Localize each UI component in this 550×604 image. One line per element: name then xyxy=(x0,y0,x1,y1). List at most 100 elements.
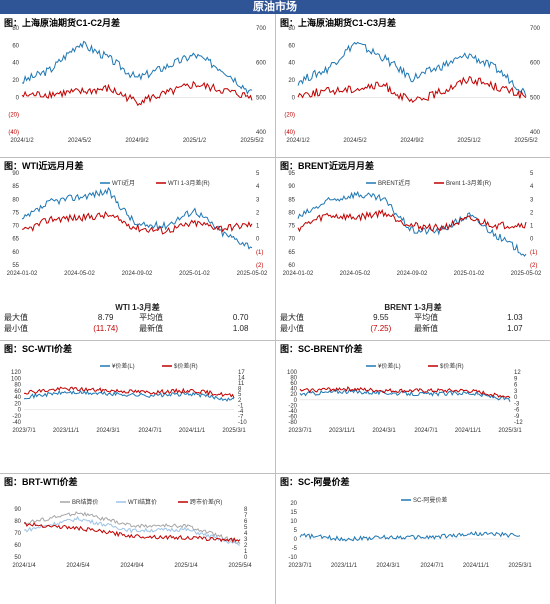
y-tick-label: -40 xyxy=(12,420,21,426)
chart-title: 图：BRENT近远月月差 xyxy=(280,161,374,171)
x-tick-label: 2023/7/1 xyxy=(288,428,312,434)
y-tick-label: 60 xyxy=(290,381,297,387)
y-tick-label: 70 xyxy=(14,531,21,537)
y-tick-label: 20 xyxy=(12,78,19,84)
x-tick-label: 2024/3/1 xyxy=(372,428,396,434)
row-divider xyxy=(0,157,550,158)
x-tick-label: 2025/1/2 xyxy=(457,138,481,144)
series-line xyxy=(297,41,527,97)
stats-value: 1.03 xyxy=(507,313,523,322)
y-tick-label: -10 xyxy=(288,555,297,561)
y-tick-label: 80 xyxy=(14,383,21,389)
y-tick-label: 40 xyxy=(14,395,21,401)
series-line xyxy=(21,186,253,250)
y-tick-label: 65 xyxy=(12,237,19,243)
y2-tick-label: 5 xyxy=(256,171,260,177)
y-tick-label: 90 xyxy=(288,184,295,190)
x-tick-label: 2025/1/2 xyxy=(183,138,207,144)
y2-tick-label: 2 xyxy=(238,398,242,404)
x-tick-label: 2023/11/1 xyxy=(53,428,80,434)
page-title: 原油市场 xyxy=(0,0,550,14)
x-tick-label: 2024-01-02 xyxy=(7,271,38,277)
stats-value: 8.79 xyxy=(97,313,114,322)
y-tick-label: 80 xyxy=(288,210,295,216)
x-tick-label: 2024/5/2 xyxy=(343,138,367,144)
y2-tick-label: 5 xyxy=(244,525,248,531)
y-tick-label: 85 xyxy=(12,184,19,190)
chart-panel-p5: 图：SC-WTI价差 120 100 80 60 40 20 0 -20 -40 17 14 11 8 5 2… xyxy=(0,340,275,473)
x-tick-label: 2024-09-02 xyxy=(122,271,153,277)
y-tick-label: 0 xyxy=(294,398,298,404)
y2-tick-label: 3 xyxy=(256,197,260,203)
y2-tick-label: 0 xyxy=(530,237,534,243)
series-line xyxy=(21,80,253,107)
stats-value: 1.07 xyxy=(507,324,523,333)
y2-tick-label: 4 xyxy=(530,184,534,190)
x-tick-label: 2024/11/1 xyxy=(463,563,490,569)
legend-label: WTI 1-3月差(R) xyxy=(168,179,210,187)
y-tick-label: 80 xyxy=(14,519,21,525)
series-line xyxy=(299,530,521,542)
y2-tick-label: 4 xyxy=(244,531,248,537)
y-tick-label: 60 xyxy=(14,389,21,395)
y-tick-label: (20) xyxy=(8,113,19,119)
y2-tick-label: 5 xyxy=(238,392,242,398)
y2-tick-label: (2) xyxy=(530,263,537,269)
stats-value: (11.74) xyxy=(93,324,119,333)
y2-tick-label: 400 xyxy=(256,130,267,136)
y2-tick-label: 6 xyxy=(244,519,248,525)
chart-panel-p1: 图：上海原油期货C1-C2月差 80 60 40 20 0 (20) (40) 700 600 50… xyxy=(0,14,275,157)
y-tick-label: 80 xyxy=(12,197,19,203)
chart-panel-p6: 图：SC-BRENT价差 100 80 60 40 20 0 -20 -40 -60 -80 12 9 6… xyxy=(276,340,550,473)
y2-tick-label: 0 xyxy=(244,555,248,561)
y-tick-label: 50 xyxy=(14,555,21,561)
y-tick-label: 0 xyxy=(292,95,296,101)
y-tick-label: 80 xyxy=(12,26,19,32)
y-tick-label: 90 xyxy=(12,171,19,177)
x-tick-label: 2024/9/2 xyxy=(400,138,424,144)
series-line xyxy=(299,385,511,399)
x-tick-label: 2024/7/1 xyxy=(414,428,438,434)
y-tick-label: 120 xyxy=(11,370,22,376)
y-tick-label: -40 xyxy=(288,409,297,415)
chart-title: 图：SC-WTI价差 xyxy=(4,344,72,354)
y-tick-label: 60 xyxy=(288,263,295,269)
chart-panel-p4: 图：BRENT近远月月差 95 90 85 80 75 70 65 60 5 4 3 2 1 0 (1) (2)… xyxy=(276,157,550,300)
legend-label: Brent 1-3月差(R) xyxy=(446,179,491,187)
y2-tick-label: 2 xyxy=(256,210,260,216)
stats-title: WTI 1-3月差 xyxy=(115,303,160,312)
y2-tick-label: 2 xyxy=(244,543,248,549)
y2-tick-label: 700 xyxy=(530,26,541,32)
chart-svg: 80 60 40 20 0 (20) (40) 700 600 500 400 2024/1/2 202… xyxy=(8,26,267,144)
y2-tick-label: -3 xyxy=(514,401,520,407)
y-tick-label: 60 xyxy=(14,543,21,549)
y2-tick-label: 12 xyxy=(514,370,521,376)
y-tick-label: 65 xyxy=(288,250,295,256)
chart-title: 图：SC-BRENT价差 xyxy=(280,344,363,354)
chart-title: 图：上海原油期货C1-C3月差 xyxy=(280,18,397,28)
x-tick-label: 2025-01-02 xyxy=(454,271,485,277)
y2-tick-label: 17 xyxy=(238,370,245,376)
y2-tick-label: 700 xyxy=(256,26,267,32)
y-tick-label: 20 xyxy=(288,78,295,84)
y-tick-label: 15 xyxy=(290,510,297,516)
y-tick-label: (40) xyxy=(8,130,19,136)
series-line xyxy=(21,40,253,95)
chart-svg: 100806040200-20-40-60-80129630-3-6-9-122… xyxy=(287,362,523,434)
y-tick-label: -20 xyxy=(288,403,297,409)
legend-label: WTI近月 xyxy=(112,179,135,187)
y-tick-label: -5 xyxy=(292,546,298,552)
x-tick-label: 2024-09-02 xyxy=(397,271,428,277)
x-tick-label: 2023/11/1 xyxy=(329,428,356,434)
row-divider xyxy=(0,340,550,341)
series-line xyxy=(23,521,241,543)
y2-tick-label: -4 xyxy=(238,409,244,415)
legend-label: ¥价差(L) xyxy=(378,362,401,370)
y-tick-label: 80 xyxy=(288,26,295,32)
y2-tick-label: 0 xyxy=(256,237,260,243)
x-tick-label: 2024/11/1 xyxy=(179,428,206,434)
x-tick-label: 2025/1/4 xyxy=(174,563,198,569)
y2-tick-label: 7 xyxy=(244,513,248,519)
stats-label: 平均值 xyxy=(414,313,439,322)
series-line xyxy=(297,190,527,257)
